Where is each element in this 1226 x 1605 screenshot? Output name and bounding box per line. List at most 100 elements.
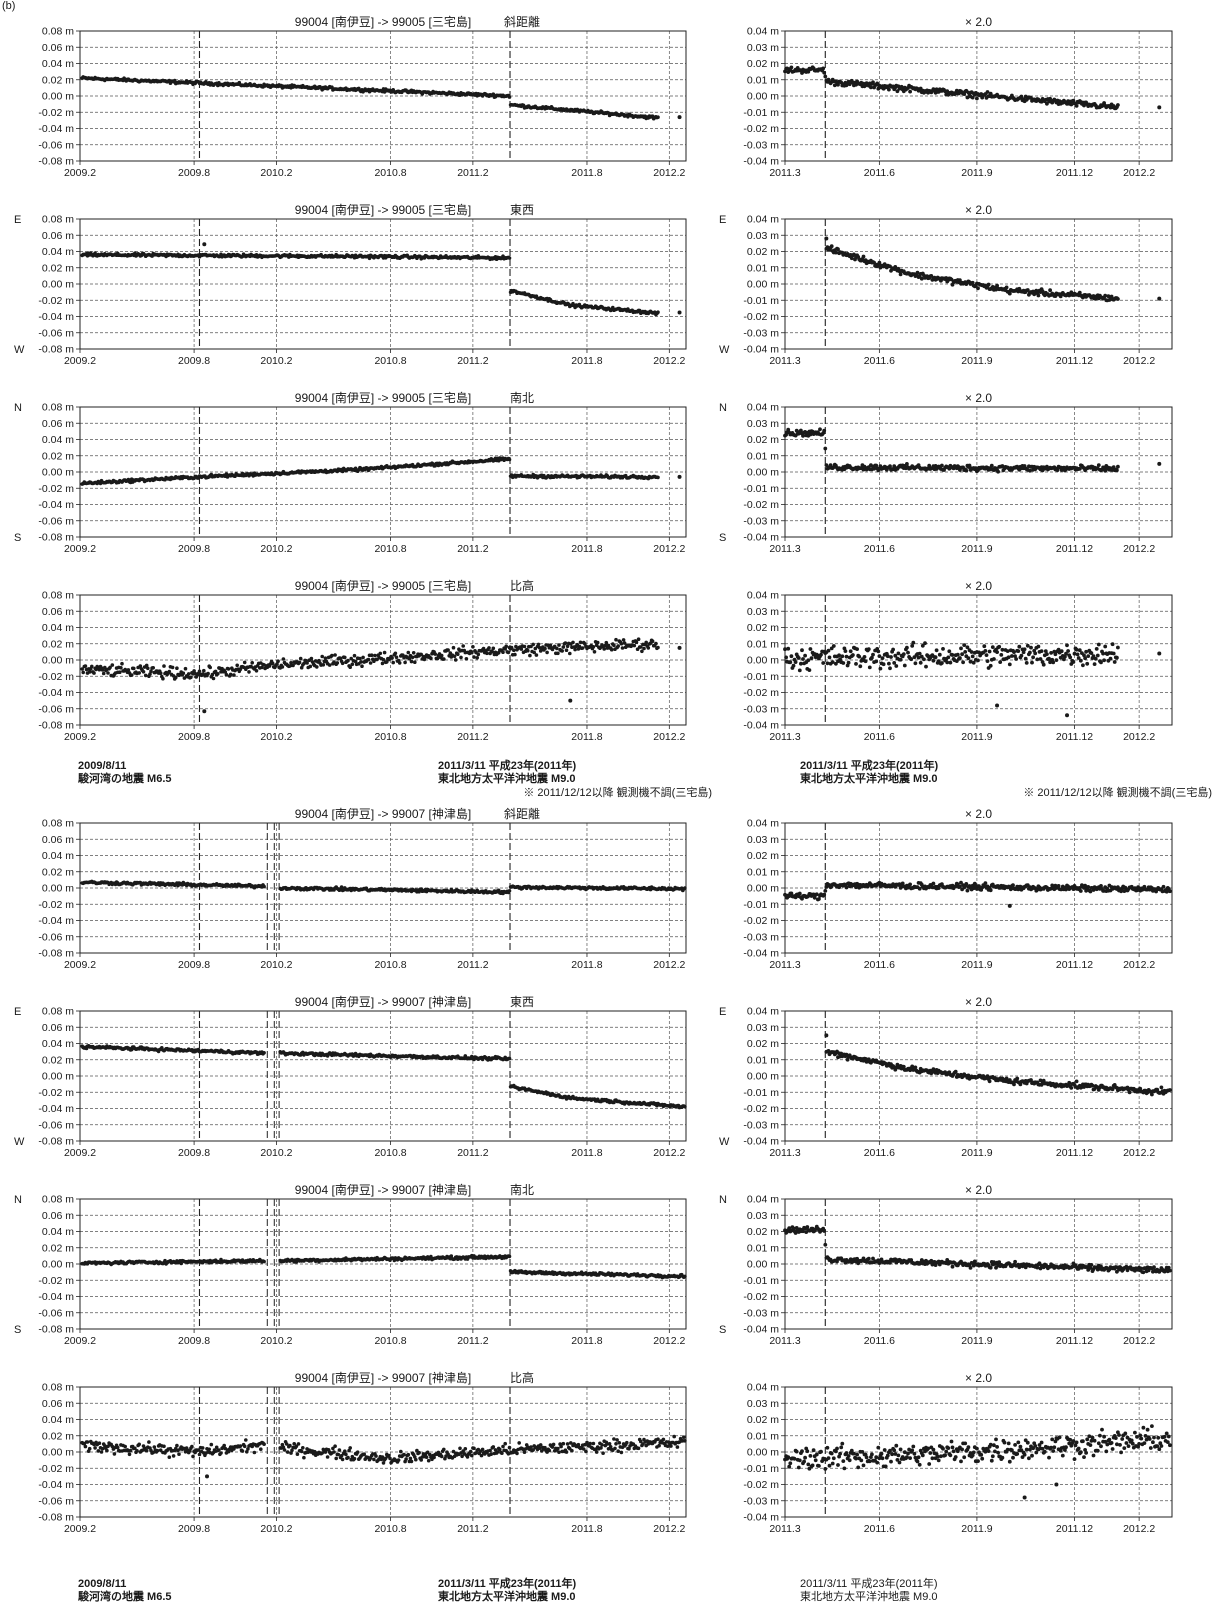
data-point [162,664,166,668]
data-point [783,647,787,652]
data-point [656,645,660,650]
data-point [507,889,512,893]
data-point [528,653,532,658]
data-point [901,652,906,656]
data-point [677,310,682,315]
x-tick-label: 2011.9 [961,167,992,179]
data-point [439,653,444,658]
data-point [874,659,879,664]
data-point [984,653,989,657]
data-point [808,647,813,651]
y-tick-label: -0.04 m [743,532,779,544]
chart-title: × 2.0 [965,15,992,29]
data-point [946,655,951,660]
data-point [536,642,541,647]
y-tick-label: -0.01 m [743,295,779,307]
chart-panel-5: 99004 [南伊豆] -> 99005 [三宅島] 南北0.08 m0.06 m… [14,390,687,555]
data-point [855,647,859,651]
data-point [924,664,928,669]
data-point [650,639,655,643]
data-point [451,645,456,650]
data-point [1025,643,1030,648]
y-tick-label: -0.04 m [38,687,74,699]
direction-label-top: E [14,214,21,226]
data-point [1036,644,1041,649]
x-tick-label: 2011.3 [769,543,800,555]
data-point [983,649,988,653]
data-point [393,651,398,656]
data-point [83,664,88,668]
y-tick-label: -0.02 m [743,687,779,699]
x-tick-label: 2011.2 [457,1147,488,1159]
chart-title: 99004 [南伊豆] -> 99005 [三宅島] [295,202,471,217]
x-tick-label: 2010.8 [374,167,406,179]
data-point [823,74,828,79]
data-point [346,658,350,663]
data-point [281,657,286,661]
y-tick-label: -0.04 m [743,156,779,168]
data-point [988,663,993,668]
data-point [262,884,266,889]
y-tick-label: 0.08 m [42,590,74,602]
data-point [394,655,399,659]
chart-title: 99004 [南伊豆] -> 99007 [神津島] [295,994,471,1009]
data-point [359,660,363,664]
data-point [800,648,804,653]
y-tick-label: 0.00 m [747,883,779,895]
x-tick-label: 2012.2 [653,959,685,971]
x-tick-label: 2011.2 [457,959,488,971]
data-point [898,272,903,277]
data-point [656,115,660,119]
data-point [429,656,433,660]
x-tick-label: 2009.2 [64,959,96,971]
data-point [543,646,547,651]
data-point [621,638,626,642]
x-tick-label: 2010.2 [260,543,292,555]
y-tick-label: 0.00 m [42,883,74,895]
data-point [851,653,855,657]
data-point [1157,105,1162,110]
data-point [898,657,903,662]
data-point [786,646,791,651]
data-point [988,91,993,96]
y-tick-label: 0.02 m [42,1054,74,1066]
data-point [189,675,193,680]
data-point [330,653,334,658]
y-tick-label: 0.02 m [42,866,74,878]
data-point [985,659,990,663]
data-point [902,663,907,668]
data-point [1096,642,1101,647]
data-point [995,703,1000,708]
chart-panel-3: 99004 [南伊豆] -> 99005 [三宅島] 東西0.08 m0.06 m… [14,202,687,367]
data-point [276,659,280,663]
x-tick-label: 2012.2 [1123,543,1155,555]
data-point [970,95,975,100]
x-tick-label: 2009.2 [64,355,96,367]
y-tick-label: 0.02 m [747,850,779,862]
chart-title: × 2.0 [965,579,992,593]
data-point [118,670,122,674]
data-point [933,655,938,660]
x-tick-label: 2011.3 [769,731,800,743]
data-point [789,654,794,659]
data-point [197,669,202,674]
data-point [985,90,990,94]
x-tick-label: 2011.8 [571,1147,602,1159]
data-point [822,892,827,897]
data-point [962,643,967,647]
data-point [1116,297,1120,301]
data-point [1103,644,1108,649]
data-point [433,652,438,656]
data-point [793,660,798,664]
data-point [491,92,496,96]
data-point [998,660,1003,664]
y-tick-label: 0.04 m [42,1038,74,1050]
x-tick-label: 2010.2 [260,355,292,367]
data-point [411,651,416,655]
data-point [827,655,832,660]
direction-label-top: N [719,402,727,414]
data-point [1103,293,1108,298]
data-point [931,658,936,663]
data-point [369,653,374,657]
chart-component: 南北 [510,390,534,405]
